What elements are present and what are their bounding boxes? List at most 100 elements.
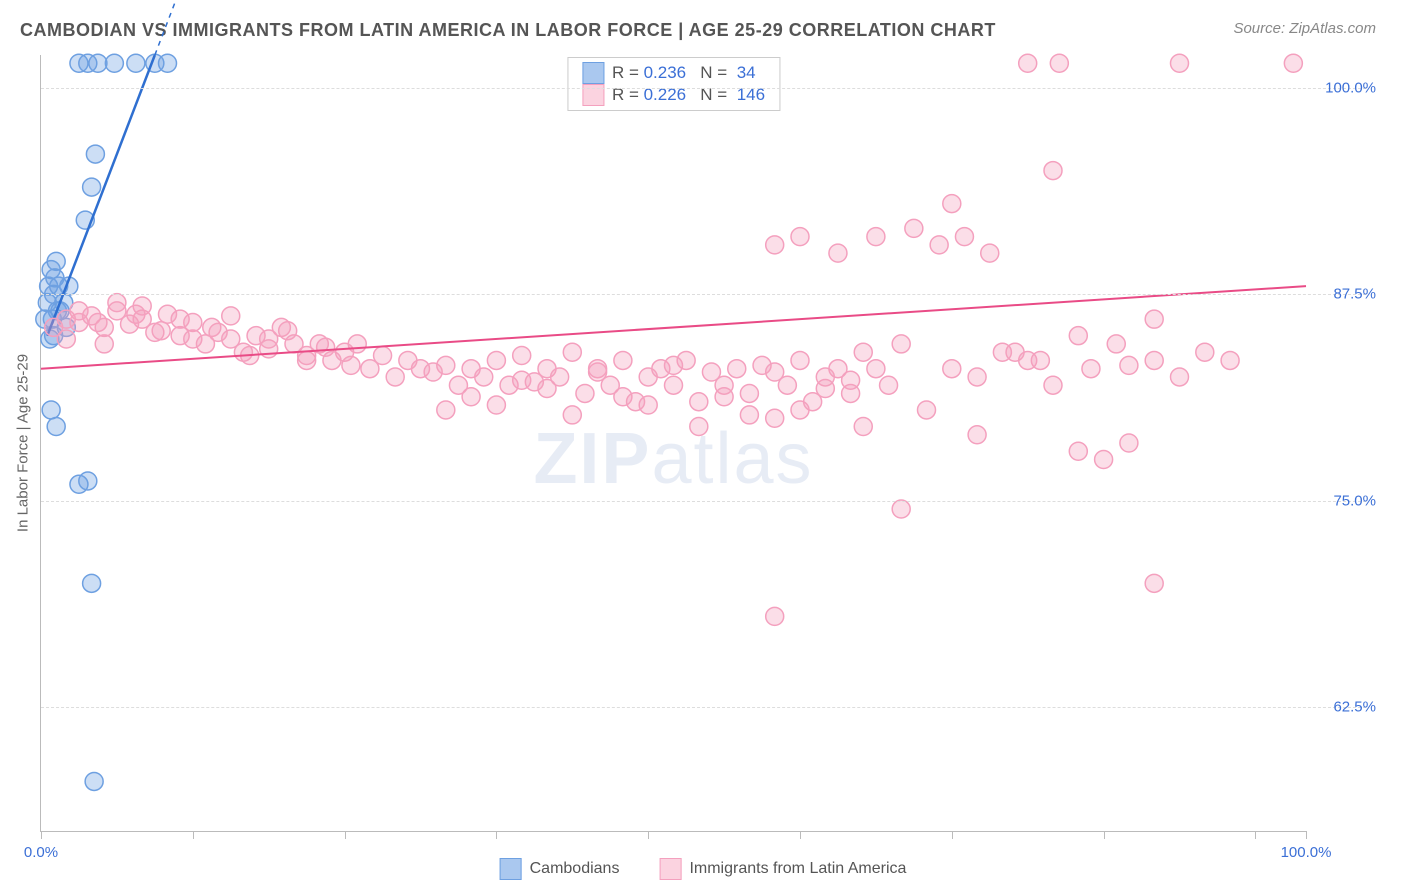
y-tick-label: 100.0% — [1316, 80, 1376, 97]
data-point — [1069, 327, 1087, 345]
data-point — [133, 297, 151, 315]
data-point — [1120, 434, 1138, 452]
legend-label: Immigrants from Latin America — [689, 860, 906, 878]
data-point — [1069, 442, 1087, 460]
data-point — [665, 356, 683, 374]
data-point — [487, 351, 505, 369]
data-point — [955, 228, 973, 246]
data-point — [842, 371, 860, 389]
data-point — [47, 252, 65, 270]
data-point — [348, 335, 366, 353]
data-point — [105, 54, 123, 72]
data-point — [968, 426, 986, 444]
data-point — [222, 307, 240, 325]
data-point — [791, 401, 809, 419]
data-point — [108, 294, 126, 312]
x-tick — [193, 831, 194, 839]
data-point — [563, 343, 581, 361]
x-tick — [496, 831, 497, 839]
data-point — [791, 351, 809, 369]
data-point — [279, 322, 297, 340]
data-point — [867, 360, 885, 378]
data-point — [854, 343, 872, 361]
data-point — [1095, 451, 1113, 469]
data-point — [89, 54, 107, 72]
data-point — [665, 376, 683, 394]
data-point — [152, 322, 170, 340]
chart-area: In Labor Force | Age 25-29 ZIPatlas R = … — [40, 55, 1306, 832]
legend-swatch — [659, 858, 681, 880]
data-point — [298, 351, 316, 369]
data-point — [342, 356, 360, 374]
data-point — [513, 346, 531, 364]
data-point — [1284, 54, 1302, 72]
data-point — [690, 393, 708, 411]
data-point — [1044, 162, 1062, 180]
y-tick-label: 62.5% — [1316, 699, 1376, 716]
data-point — [42, 401, 60, 419]
data-point — [943, 195, 961, 213]
data-point — [614, 388, 632, 406]
data-point — [317, 338, 335, 356]
y-axis-label: In Labor Force | Age 25-29 — [15, 354, 32, 532]
data-point — [766, 236, 784, 254]
x-tick — [1104, 831, 1105, 839]
data-point — [829, 244, 847, 262]
data-point — [563, 406, 581, 424]
data-point — [513, 371, 531, 389]
data-point — [766, 409, 784, 427]
data-point — [867, 228, 885, 246]
x-tick — [41, 831, 42, 839]
data-point — [89, 313, 107, 331]
data-point — [1044, 376, 1062, 394]
data-point — [918, 401, 936, 419]
gridline — [41, 294, 1366, 295]
gridline — [41, 88, 1366, 89]
x-tick — [648, 831, 649, 839]
x-tick — [800, 831, 801, 839]
legend-label: Cambodians — [530, 860, 620, 878]
legend-item: Immigrants from Latin America — [659, 858, 906, 880]
data-point — [83, 178, 101, 196]
data-point — [892, 500, 910, 518]
y-tick-label: 87.5% — [1316, 286, 1376, 303]
x-tick — [345, 831, 346, 839]
data-point — [538, 380, 556, 398]
data-point — [437, 401, 455, 419]
data-point — [1145, 574, 1163, 592]
data-point — [1019, 351, 1037, 369]
data-point — [86, 145, 104, 163]
scatter-plot — [41, 55, 1306, 831]
data-point — [816, 380, 834, 398]
data-point — [260, 330, 278, 348]
legend-item: Cambodians — [500, 858, 620, 880]
data-point — [1019, 54, 1037, 72]
x-tick — [1306, 831, 1307, 839]
data-point — [1196, 343, 1214, 361]
x-tick — [952, 831, 953, 839]
data-point — [171, 310, 189, 328]
data-point — [386, 368, 404, 386]
data-point — [740, 384, 758, 402]
data-point — [159, 54, 177, 72]
data-point — [993, 343, 1011, 361]
data-point — [79, 472, 97, 490]
data-point — [57, 330, 75, 348]
data-point — [981, 244, 999, 262]
data-point — [690, 417, 708, 435]
data-point — [462, 388, 480, 406]
data-point — [791, 228, 809, 246]
x-tick-label: 100.0% — [1281, 844, 1332, 861]
data-point — [614, 351, 632, 369]
data-point — [1145, 310, 1163, 328]
data-point — [943, 360, 961, 378]
data-point — [1171, 368, 1189, 386]
data-point — [728, 360, 746, 378]
data-point — [715, 388, 733, 406]
x-tick — [1255, 831, 1256, 839]
data-point — [854, 417, 872, 435]
data-point — [1221, 351, 1239, 369]
gridline — [41, 707, 1366, 708]
legend-swatch — [500, 858, 522, 880]
data-point — [475, 368, 493, 386]
